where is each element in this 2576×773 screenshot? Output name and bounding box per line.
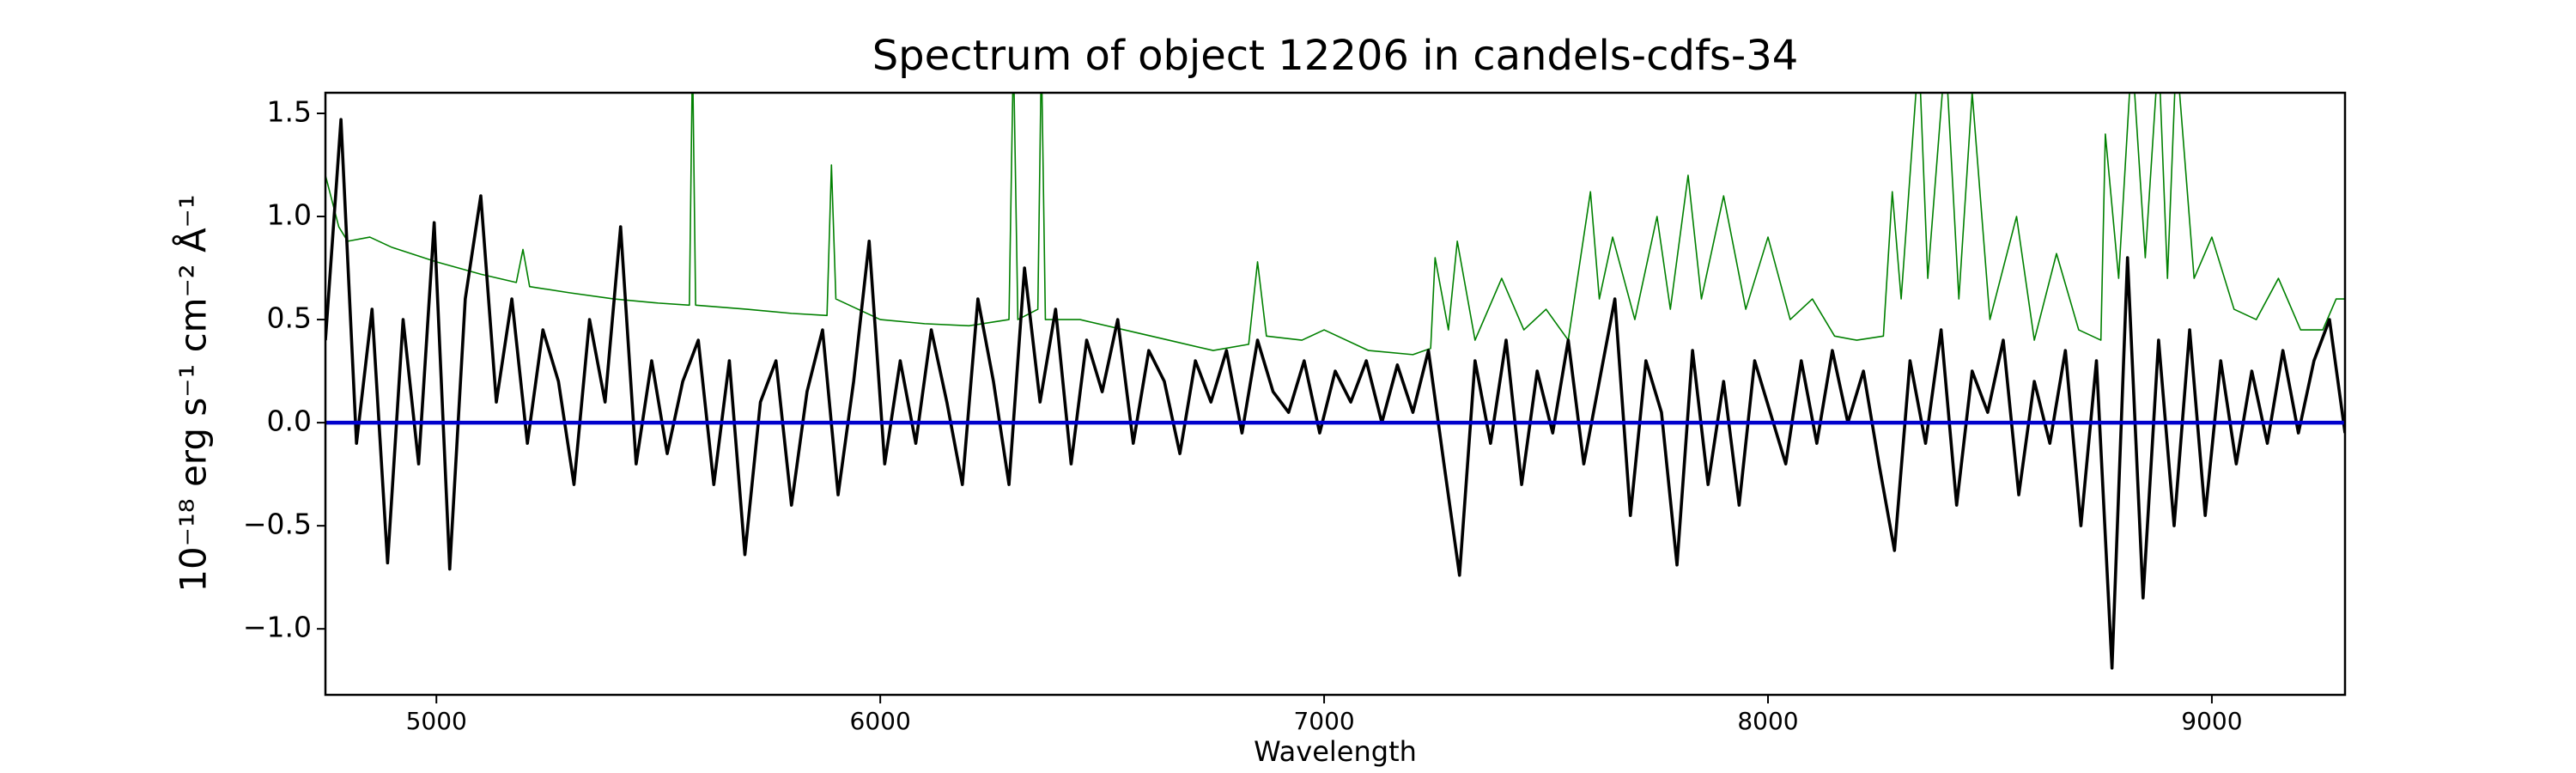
y-tick-label: −0.5 — [243, 508, 312, 541]
y-tick-label: 1.0 — [267, 198, 312, 232]
x-tick-label: 9000 — [2181, 707, 2242, 735]
y-tick-label: 1.5 — [267, 95, 312, 129]
y-tick-label: 0.5 — [267, 301, 312, 335]
x-tick-label: 8000 — [1737, 707, 1798, 735]
plot-area — [325, 93, 2345, 670]
y-tick-label: 0.0 — [267, 405, 312, 438]
x-tick-label: 7000 — [1293, 707, 1354, 735]
x-tick-label: 5000 — [406, 707, 467, 735]
chart-title: Spectrum of object 12206 in candels-cdfs… — [872, 32, 1799, 80]
x-axis-label: Wavelength — [1254, 735, 1417, 768]
x-tick-label: 6000 — [850, 707, 911, 735]
y-tick-label: −1.0 — [243, 611, 312, 644]
y-axis-label: 10⁻¹⁸ erg s⁻¹ cm⁻² Å⁻¹ — [172, 194, 215, 592]
spectrum-line — [325, 93, 2345, 356]
axes-frame — [324, 91, 2347, 697]
